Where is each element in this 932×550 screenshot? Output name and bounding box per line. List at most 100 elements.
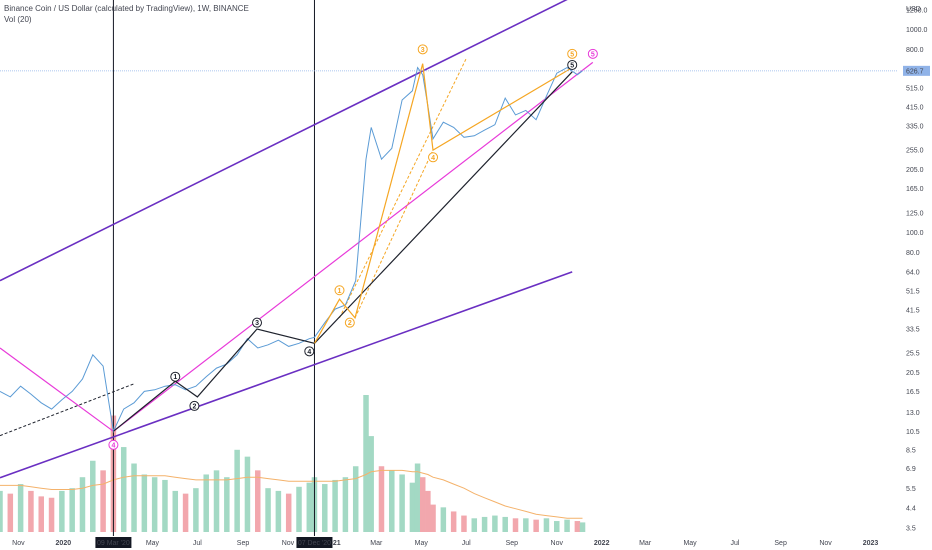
volume-bar xyxy=(342,477,349,532)
volume-bar xyxy=(59,490,65,532)
wave-label: 1 xyxy=(338,288,342,295)
volume-bar xyxy=(141,474,148,532)
time-tick-label: Jul xyxy=(462,540,471,547)
volume-bar xyxy=(399,474,405,532)
volume-bar xyxy=(90,460,96,532)
volume-bar xyxy=(512,518,519,532)
time-tick-label: May xyxy=(146,540,160,547)
time-tick-label: 2020 xyxy=(56,540,72,547)
time-tick-label: Nov xyxy=(819,540,832,547)
volume-bar xyxy=(0,490,3,532)
volume-bar xyxy=(461,515,467,532)
volume-bar xyxy=(7,493,14,532)
volume-bar xyxy=(481,516,488,532)
volume-bar xyxy=(440,507,447,532)
volume-bar xyxy=(450,511,457,532)
black-wave-line xyxy=(113,71,573,432)
volume-bar xyxy=(131,463,137,532)
price-axis-bg xyxy=(897,0,932,550)
wave-label-circle xyxy=(108,439,119,450)
wave-label-circle xyxy=(567,48,578,59)
wave-label: 3 xyxy=(421,47,425,54)
chart-legend: Binance Coin / US Dollar (calculated by … xyxy=(4,3,249,25)
volume-bar xyxy=(28,490,34,532)
time-axis-bg xyxy=(0,536,932,550)
magenta-trendline xyxy=(113,61,594,432)
volume-bar xyxy=(322,484,328,532)
price-tick-label: 8.5 xyxy=(906,447,916,454)
price-tick-label: 165.0 xyxy=(906,186,924,193)
time-tick-label: May xyxy=(415,540,429,547)
price-tick-label: 10.5 xyxy=(906,429,920,436)
wave-label-circle xyxy=(567,59,578,70)
volume-bar xyxy=(151,477,158,532)
wave-label: 4 xyxy=(431,155,435,162)
wave-label-circle xyxy=(304,346,315,357)
volume-bar xyxy=(38,496,44,532)
channel-upper-line xyxy=(0,0,568,282)
volume-bar xyxy=(120,447,127,532)
price-tick-label: 6.9 xyxy=(906,466,916,473)
price-tick-label: 20.5 xyxy=(906,370,920,377)
wave-label: 2 xyxy=(348,320,352,327)
price-tick-label: 125.0 xyxy=(906,210,924,217)
date-marker-badge xyxy=(95,537,132,548)
time-tick-label: Mar xyxy=(370,540,383,547)
wave-label: 5 xyxy=(570,62,574,69)
date-marker-label: 09 Mar '20 xyxy=(97,540,130,547)
time-tick-label: Sep xyxy=(237,540,250,547)
volume-bar xyxy=(502,516,508,532)
price-tick-label: 415.0 xyxy=(906,105,924,112)
volume-bar xyxy=(332,479,338,532)
volume-bar xyxy=(193,488,199,532)
wave-label: 5 xyxy=(591,51,595,58)
volume-bar xyxy=(492,515,498,532)
price-tick-label: 515.0 xyxy=(906,86,924,93)
volume-bar xyxy=(368,436,374,532)
wave-label-circle xyxy=(170,371,181,382)
price-tick-label: 5.5 xyxy=(906,486,916,493)
volume-bar xyxy=(234,449,240,532)
price-tick-label: 335.0 xyxy=(906,124,924,131)
price-tick-label: 64.0 xyxy=(906,269,920,276)
volume-bar xyxy=(430,504,436,532)
price-tick-label: 25.5 xyxy=(906,351,920,358)
volume-bar xyxy=(363,395,369,532)
volume-bar xyxy=(414,463,421,532)
price-tick-label: 80.0 xyxy=(906,250,920,257)
wave-label-circle xyxy=(252,317,263,328)
time-tick-label: Mar xyxy=(639,540,652,547)
time-tick-label: May xyxy=(683,540,697,547)
volume-bar xyxy=(182,493,189,532)
price-tick-label: 4.4 xyxy=(906,505,916,512)
price-tick-label: 41.5 xyxy=(906,308,920,315)
time-tick-label: Nov xyxy=(282,540,295,547)
price-tick-label: 255.0 xyxy=(906,148,924,155)
volume-bar xyxy=(255,470,261,532)
price-tick-label: 205.0 xyxy=(906,167,924,174)
price-tick-label: 16.5 xyxy=(906,389,920,396)
volume-bar xyxy=(306,482,313,532)
volume-bar xyxy=(579,522,586,532)
volume-bar xyxy=(162,479,168,532)
volume-ma-line xyxy=(0,469,583,519)
wave-label: 1 xyxy=(173,374,177,381)
volume-bar xyxy=(296,486,302,532)
volume-bar xyxy=(554,521,560,532)
wave-label: 4 xyxy=(111,442,115,449)
volume-bar xyxy=(285,493,292,532)
price-axis-currency: USD xyxy=(906,6,921,13)
date-marker-badge xyxy=(296,537,333,548)
volume-bar xyxy=(471,518,478,532)
volume-bar xyxy=(213,470,220,532)
channel-lower-line xyxy=(0,271,573,479)
magenta-trendline-left xyxy=(0,347,114,432)
time-tick-label: Sep xyxy=(774,540,787,547)
volume-bar xyxy=(244,456,251,532)
volume-bar xyxy=(275,490,282,532)
wave-label-circle xyxy=(587,48,598,59)
volume-bar xyxy=(564,519,570,532)
time-tick-label: Jul xyxy=(731,540,740,547)
